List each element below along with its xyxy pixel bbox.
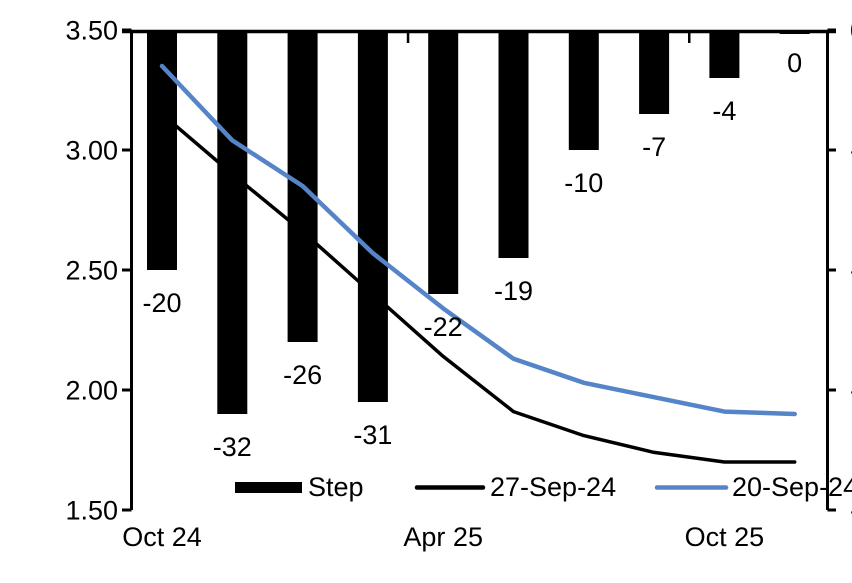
bar-data-label: -19 xyxy=(494,276,533,306)
right-axis-tick-label: -20 xyxy=(850,256,852,286)
right-axis-tick-label: -30 xyxy=(850,376,852,406)
x-axis-label: Oct 25 xyxy=(685,522,765,552)
legend-label: 27-Sep-24 xyxy=(490,472,616,502)
bar-data-label: -4 xyxy=(712,96,736,126)
line-series-group xyxy=(159,63,797,464)
bar-series-group xyxy=(147,30,810,414)
bar-data-label: -20 xyxy=(142,288,181,318)
right-axis-tick-label: 0 xyxy=(850,16,852,46)
legend-swatch-bar xyxy=(235,482,302,493)
x-axis-label: Oct 24 xyxy=(122,522,202,552)
rate-path-combo-chart: 3.5003.00-102.50-202.00-301.50-40Oct 24A… xyxy=(40,16,852,567)
left-axis-tick-label: 2.00 xyxy=(65,376,118,406)
right-axis-tick-label: -10 xyxy=(850,136,852,166)
axes-group xyxy=(122,28,836,512)
chart-canvas: 3.5003.00-102.50-202.00-301.50-40Oct 24A… xyxy=(65,16,852,552)
bar-step xyxy=(498,30,529,258)
left-axis-tick-label: 3.00 xyxy=(65,136,118,166)
line-20-sep-24 xyxy=(159,63,797,417)
bar-data-label: -31 xyxy=(353,420,392,450)
right-axis-tick-label: -40 xyxy=(850,496,852,526)
legend-label: 20-Sep-24 xyxy=(732,472,852,502)
left-axis-tick-label: 2.50 xyxy=(65,256,118,286)
bar-data-label: 0 xyxy=(787,48,802,78)
bar-step xyxy=(147,30,177,270)
bar-data-labels-group: -20 -32 -26 -31 -22 -19 -10 -7 -4 0 xyxy=(142,48,802,462)
line-27-sep-24 xyxy=(160,112,797,464)
bar-data-label: -7 xyxy=(642,132,666,162)
bar-step xyxy=(639,30,670,114)
bar-step xyxy=(709,30,740,78)
bar-step xyxy=(357,30,388,402)
left-axis-tick-label: 1.50 xyxy=(65,496,118,526)
legend-group: Step 27-Sep-24 20-Sep-24 xyxy=(235,472,852,502)
axis-labels-group: 3.5003.00-102.50-202.00-301.50-40Oct 24A… xyxy=(65,16,852,552)
x-axis-label: Apr 25 xyxy=(403,522,483,552)
bar-step xyxy=(568,30,599,150)
bar-step xyxy=(217,30,248,414)
left-axis-tick-label: 3.50 xyxy=(65,16,118,46)
bar-data-label: -26 xyxy=(283,360,322,390)
bar-data-label: -10 xyxy=(564,168,603,198)
bar-data-label: -32 xyxy=(213,432,252,462)
bar-data-label: -22 xyxy=(424,312,463,342)
legend-label: Step xyxy=(308,472,364,502)
bar-step xyxy=(428,30,459,294)
